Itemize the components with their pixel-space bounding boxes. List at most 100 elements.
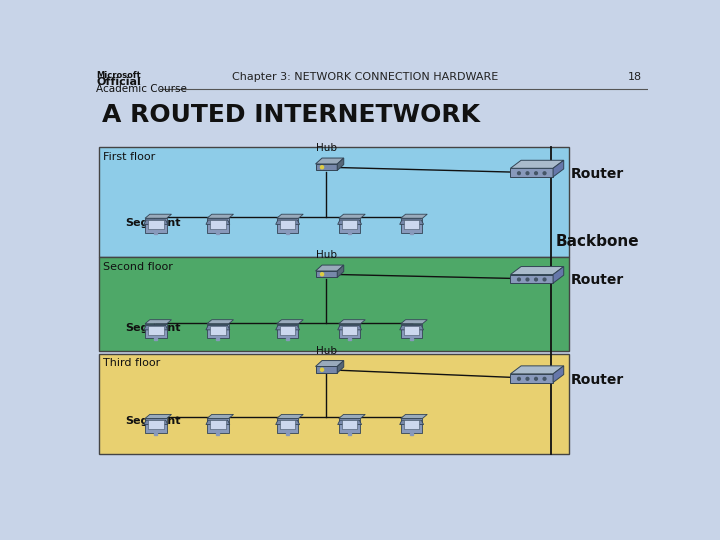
- Polygon shape: [144, 220, 168, 225]
- Text: Hub: Hub: [316, 251, 337, 260]
- FancyBboxPatch shape: [342, 326, 357, 335]
- Polygon shape: [276, 320, 303, 324]
- Polygon shape: [338, 420, 361, 424]
- FancyBboxPatch shape: [339, 218, 361, 233]
- Polygon shape: [145, 214, 171, 218]
- Polygon shape: [315, 158, 343, 164]
- Polygon shape: [337, 265, 343, 278]
- Bar: [286, 338, 289, 340]
- Circle shape: [320, 368, 323, 372]
- Polygon shape: [339, 214, 365, 218]
- Text: First floor: First floor: [103, 152, 156, 162]
- Text: Chapter 3: NETWORK CONNECTION HARDWARE: Chapter 3: NETWORK CONNECTION HARDWARE: [232, 72, 498, 82]
- FancyBboxPatch shape: [339, 418, 361, 433]
- FancyBboxPatch shape: [210, 326, 225, 335]
- Circle shape: [320, 273, 323, 276]
- Text: Hub: Hub: [316, 143, 337, 153]
- Polygon shape: [339, 320, 365, 324]
- Text: Router: Router: [570, 167, 624, 181]
- Polygon shape: [400, 420, 423, 424]
- FancyBboxPatch shape: [401, 218, 423, 233]
- FancyBboxPatch shape: [148, 326, 163, 335]
- Polygon shape: [510, 160, 564, 168]
- Text: Segment: Segment: [125, 323, 181, 333]
- FancyBboxPatch shape: [401, 324, 423, 338]
- Bar: [216, 338, 220, 340]
- Text: Router: Router: [570, 373, 624, 387]
- Bar: [154, 433, 158, 435]
- FancyBboxPatch shape: [210, 220, 225, 229]
- FancyBboxPatch shape: [276, 324, 299, 338]
- FancyBboxPatch shape: [404, 326, 420, 335]
- Bar: [348, 433, 351, 435]
- Polygon shape: [144, 420, 168, 424]
- Bar: [410, 433, 413, 435]
- Circle shape: [526, 172, 529, 174]
- FancyBboxPatch shape: [145, 218, 167, 233]
- FancyBboxPatch shape: [280, 326, 295, 335]
- Bar: [348, 233, 351, 234]
- FancyBboxPatch shape: [315, 271, 337, 278]
- FancyBboxPatch shape: [510, 374, 553, 382]
- Circle shape: [518, 172, 521, 174]
- Polygon shape: [510, 366, 564, 374]
- Text: Router: Router: [570, 273, 624, 287]
- Circle shape: [543, 172, 546, 174]
- Text: Segment: Segment: [125, 218, 181, 228]
- Text: Microsoft: Microsoft: [96, 71, 141, 80]
- FancyBboxPatch shape: [99, 257, 569, 351]
- Circle shape: [543, 377, 546, 380]
- FancyBboxPatch shape: [510, 274, 553, 283]
- Bar: [216, 433, 220, 435]
- Text: Segment: Segment: [125, 416, 181, 426]
- FancyBboxPatch shape: [401, 418, 423, 433]
- Bar: [154, 233, 158, 234]
- Text: Academic Course: Academic Course: [96, 84, 187, 94]
- Polygon shape: [276, 326, 300, 330]
- Polygon shape: [206, 326, 230, 330]
- FancyBboxPatch shape: [342, 220, 357, 229]
- Bar: [410, 233, 413, 234]
- FancyBboxPatch shape: [276, 418, 299, 433]
- Circle shape: [526, 278, 529, 281]
- Polygon shape: [207, 320, 233, 324]
- Bar: [348, 338, 351, 340]
- Polygon shape: [337, 158, 343, 171]
- Polygon shape: [145, 414, 171, 418]
- Circle shape: [535, 278, 537, 281]
- Polygon shape: [144, 326, 168, 330]
- FancyBboxPatch shape: [207, 324, 229, 338]
- Bar: [286, 233, 289, 234]
- Circle shape: [535, 377, 537, 380]
- FancyBboxPatch shape: [315, 164, 337, 171]
- Polygon shape: [553, 267, 564, 283]
- Circle shape: [518, 377, 521, 380]
- FancyBboxPatch shape: [148, 220, 163, 229]
- Polygon shape: [276, 214, 303, 218]
- Polygon shape: [276, 220, 300, 225]
- FancyBboxPatch shape: [276, 218, 299, 233]
- Polygon shape: [315, 361, 343, 367]
- Polygon shape: [400, 220, 423, 225]
- Text: Backbone: Backbone: [556, 234, 639, 249]
- Text: Official: Official: [96, 77, 141, 87]
- Polygon shape: [553, 366, 564, 382]
- Text: 18: 18: [628, 72, 642, 82]
- Bar: [286, 433, 289, 435]
- Circle shape: [518, 278, 521, 281]
- FancyBboxPatch shape: [280, 220, 295, 229]
- Text: Second floor: Second floor: [103, 262, 173, 272]
- Text: Hub: Hub: [316, 346, 337, 356]
- FancyBboxPatch shape: [404, 220, 420, 229]
- Polygon shape: [338, 220, 361, 225]
- Polygon shape: [339, 414, 365, 418]
- FancyBboxPatch shape: [339, 324, 361, 338]
- FancyBboxPatch shape: [145, 324, 167, 338]
- FancyBboxPatch shape: [280, 421, 295, 429]
- Bar: [410, 338, 413, 340]
- Polygon shape: [401, 320, 427, 324]
- FancyBboxPatch shape: [145, 418, 167, 433]
- Circle shape: [543, 278, 546, 281]
- Text: A ROUTED INTERNETWORK: A ROUTED INTERNETWORK: [102, 103, 480, 127]
- Polygon shape: [276, 420, 300, 424]
